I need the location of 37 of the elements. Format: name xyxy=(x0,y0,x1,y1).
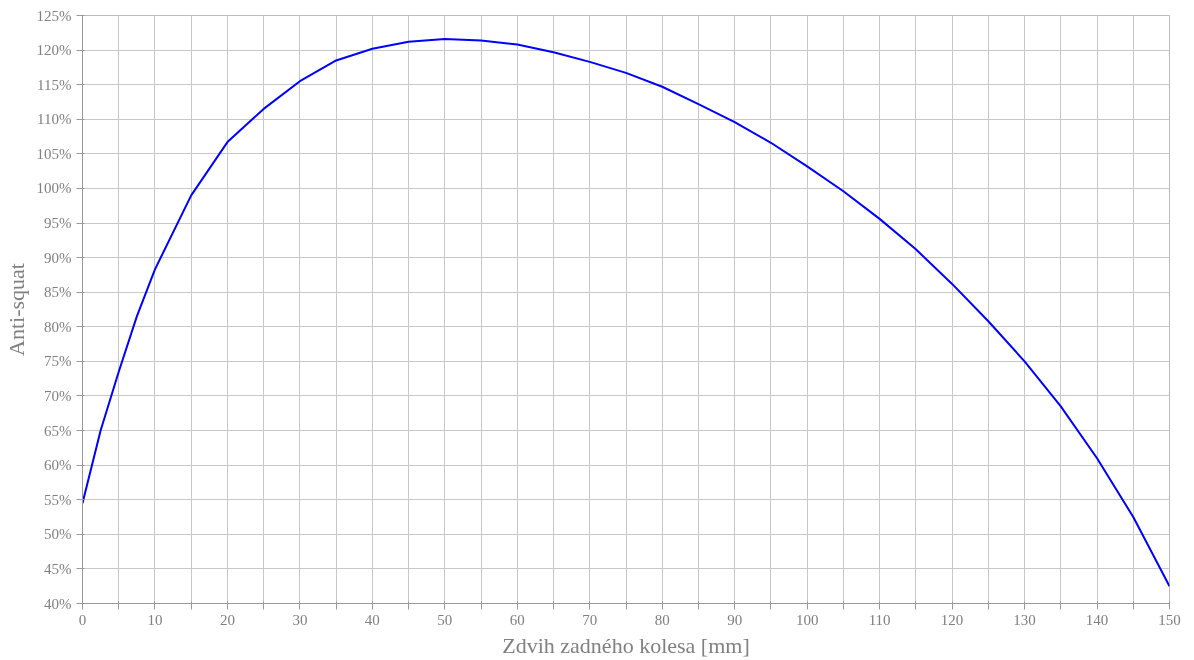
x-tick-label: 10 xyxy=(147,611,163,628)
x-tick-label: 20 xyxy=(219,611,235,628)
y-tick-label: 110% xyxy=(37,111,72,128)
y-tick-label: 75% xyxy=(44,353,72,370)
y-tick-label: 55% xyxy=(44,491,72,508)
x-tick-label: 150 xyxy=(1158,611,1181,628)
y-tick-label: 90% xyxy=(44,249,72,266)
y-tick-label: 115% xyxy=(37,76,72,93)
x-tick-label: 90 xyxy=(727,611,743,628)
y-tick-label: 85% xyxy=(44,284,72,301)
y-tick-label: 105% xyxy=(36,145,72,162)
y-tick-label: 70% xyxy=(44,387,72,404)
x-tick-label: 80 xyxy=(654,611,670,628)
x-tick-label: 0 xyxy=(78,611,87,628)
x-tick-label: 100 xyxy=(795,611,819,628)
x-tick-label: 70 xyxy=(582,611,598,628)
x-tick-label: 130 xyxy=(1013,611,1036,628)
y-tick-label: 60% xyxy=(44,457,72,474)
line-series xyxy=(82,38,1170,588)
y-tick-label: 45% xyxy=(44,560,72,577)
y-tick-label: 125% xyxy=(36,7,72,24)
y-tick-label: 100% xyxy=(36,180,72,197)
x-tick-label: 50 xyxy=(437,611,453,628)
x-tick-label: 30 xyxy=(292,611,308,628)
y-axis-title: Anti-squat xyxy=(3,263,29,356)
y-tick-label: 40% xyxy=(44,595,72,612)
y-tick-label: 65% xyxy=(44,422,72,439)
x-axis-title: Zdvih zadného kolesa [mm] xyxy=(502,632,750,658)
y-tick-label: 80% xyxy=(44,318,72,335)
x-tick-label: 120 xyxy=(940,611,964,628)
x-tick-label: 60 xyxy=(509,611,525,628)
x-tick-label: 110 xyxy=(868,611,891,628)
x-tick-label: 40 xyxy=(364,611,380,628)
y-tick-label: 120% xyxy=(36,42,72,59)
y-tick-label: 95% xyxy=(44,215,72,232)
x-tick-label: 140 xyxy=(1085,611,1109,628)
y-tick-label: 50% xyxy=(44,526,72,543)
